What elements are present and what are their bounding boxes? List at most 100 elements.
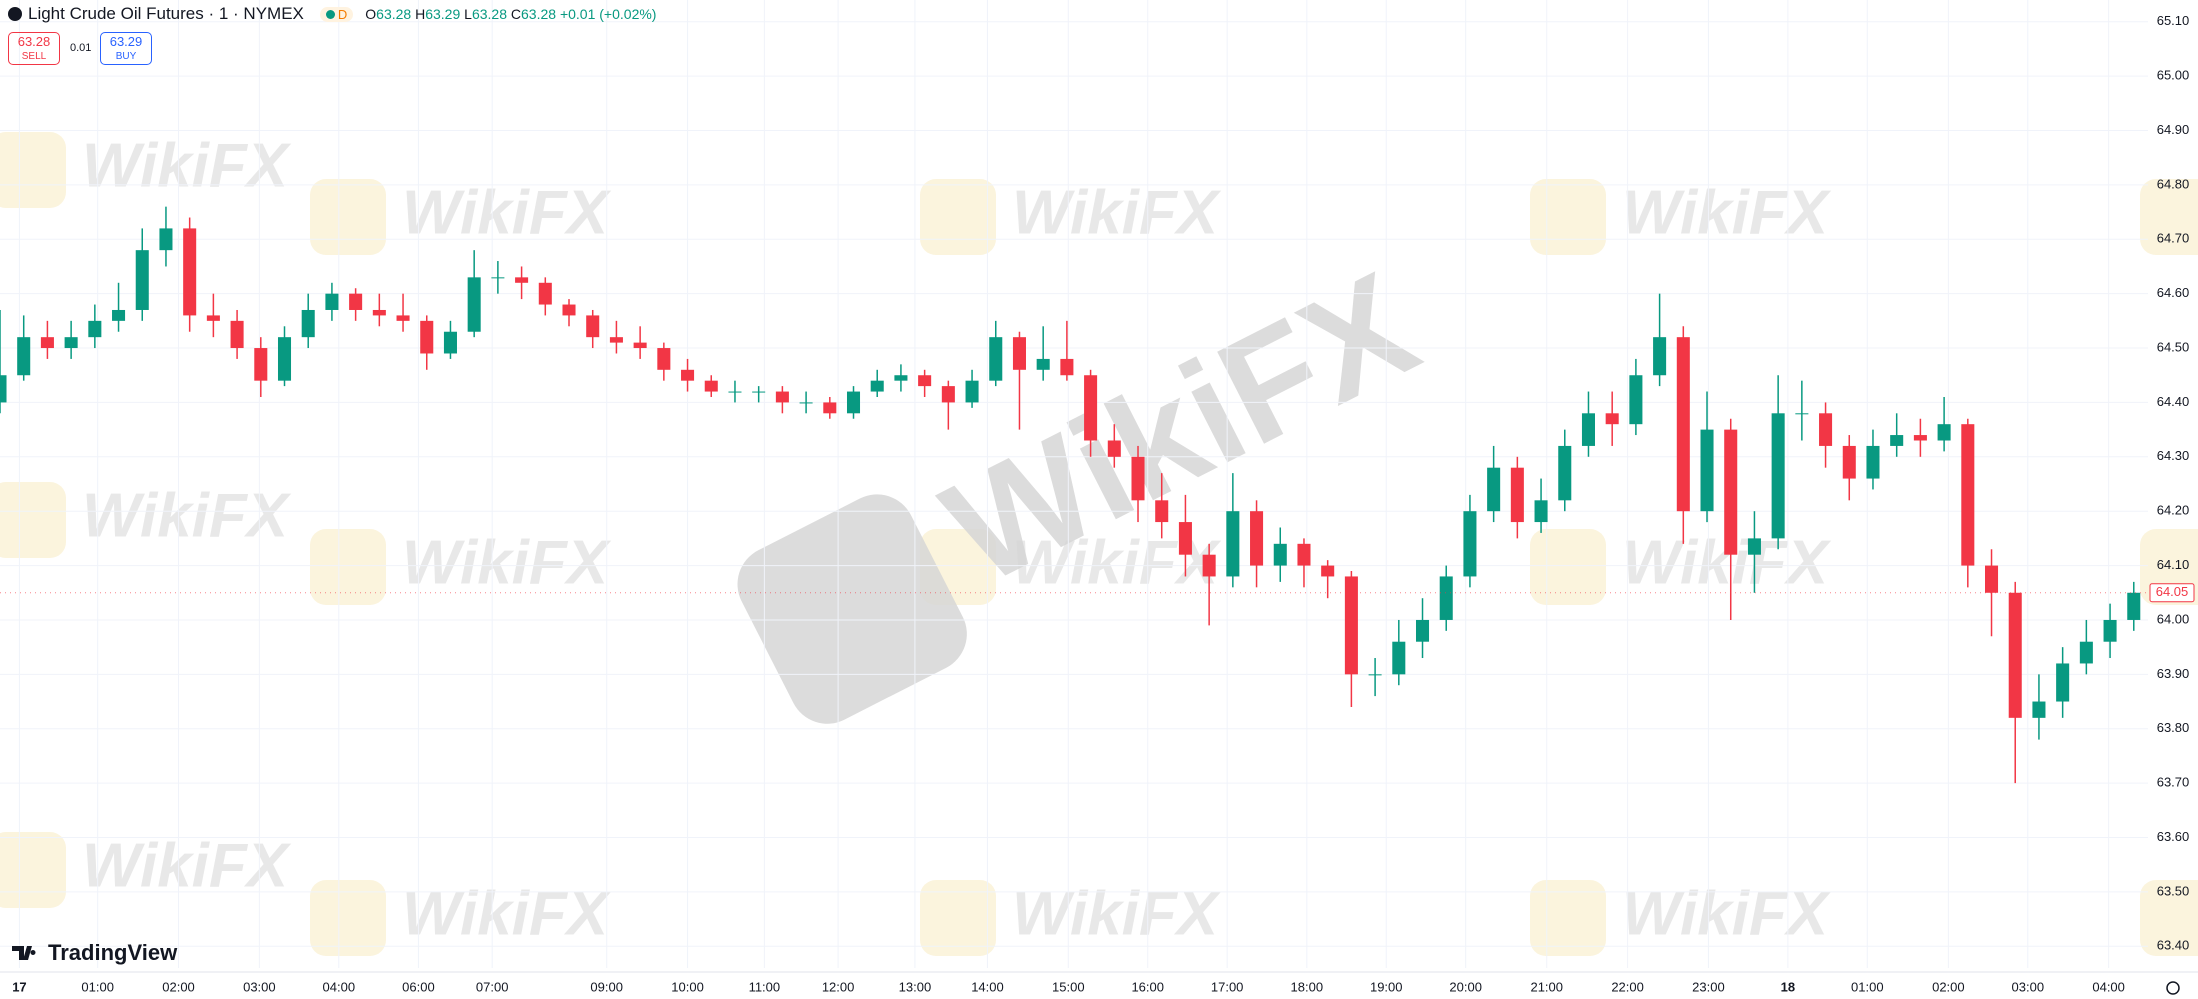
candle-body <box>443 331 457 354</box>
ohlc-value: 63.28 <box>521 6 557 22</box>
candle-body <box>206 315 220 321</box>
status-dot <box>325 9 335 19</box>
x-tick-label: 04:00 <box>2092 979 2125 994</box>
candle-body <box>420 320 434 354</box>
x-tick-label: 21:00 <box>1530 979 1563 994</box>
y-tick-label: 63.60 <box>2157 829 2190 844</box>
y-tick-label: 63.70 <box>2157 775 2190 790</box>
y-tick-label: 63.50 <box>2157 883 2190 898</box>
y-tick-label: 64.10 <box>2157 557 2190 572</box>
watermark-text: WikiFX <box>402 178 612 247</box>
y-tick-label: 64.60 <box>2157 285 2190 300</box>
watermark-text: WikiFX <box>1622 178 1832 247</box>
watermark-logo <box>2140 179 2198 255</box>
candle-body <box>1747 538 1761 555</box>
watermark-text: WikiFX <box>1012 879 1222 948</box>
brand-logo[interactable]: TradingView <box>12 940 177 966</box>
candle-body <box>1084 375 1098 441</box>
candle-body <box>2056 663 2070 702</box>
watermark-text: WikiFX <box>1012 178 1222 247</box>
candle-body <box>799 402 813 404</box>
watermark-logo <box>310 529 386 605</box>
candle-body <box>704 380 718 392</box>
candle-body <box>254 348 268 381</box>
x-tick-label: 03:00 <box>243 979 276 994</box>
y-tick-label: 64.80 <box>2157 176 2190 191</box>
sell-label: SELL <box>21 51 47 62</box>
ohlc-label: L <box>464 6 472 22</box>
header: Light Crude Oil Futures · 1 · NYMEX D O6… <box>8 4 656 24</box>
ohlc-value: 63.28 <box>376 6 412 22</box>
candle-body <box>1795 413 1809 415</box>
candle-body <box>965 380 979 403</box>
x-tick-label: 22:00 <box>1611 979 1644 994</box>
buy-button[interactable]: 63.29 BUY <box>100 32 152 65</box>
y-tick-label: 64.00 <box>2157 611 2190 626</box>
badge[interactable]: D <box>319 6 354 22</box>
candle-body <box>870 380 884 392</box>
candle-body <box>349 293 363 310</box>
candle-body <box>1178 522 1192 555</box>
watermarks: WikiFX WikiFX WikiFX WikiFX WikiFX WikiFX Wiki… <box>0 131 2198 956</box>
candle-body <box>1937 424 1951 441</box>
candle-body <box>467 277 481 332</box>
watermark-logo <box>1530 529 1606 605</box>
ohlc-value: 63.28 <box>471 6 507 22</box>
axes: 63.40 63.50 63.60 63.70 63.80 63.90 64.00 64.10… <box>0 13 2198 995</box>
candle-body <box>1629 375 1643 425</box>
candle-body <box>1439 576 1453 620</box>
candle-body <box>752 391 766 393</box>
candle-body <box>2127 592 2141 620</box>
y-tick-label: 63.40 <box>2157 938 2190 953</box>
watermark-logo <box>2140 880 2198 956</box>
y-tick-label: 64.90 <box>2157 122 2190 137</box>
candle-body <box>2103 619 2117 642</box>
x-tick-label: 09:00 <box>590 979 623 994</box>
candle-body <box>64 337 78 349</box>
candle-body <box>1890 435 1904 446</box>
candle-body <box>1724 429 1738 555</box>
y-tick-label: 64.30 <box>2157 448 2190 463</box>
candle-body <box>112 309 126 321</box>
candle-body <box>1036 358 1050 370</box>
candle-body <box>1155 500 1169 523</box>
candle-body <box>1415 619 1430 642</box>
candle-body <box>1107 440 1121 457</box>
y-tick-label: 63.80 <box>2157 720 2190 735</box>
candle-body <box>989 337 1003 381</box>
candle-body <box>1913 435 1927 441</box>
watermark-text: WikiFX <box>1622 879 1832 948</box>
candle-body <box>1131 456 1145 501</box>
watermark-text: WikiFX <box>402 879 612 948</box>
sell-button[interactable]: 63.28 SELL <box>8 32 60 65</box>
candle-body <box>1653 337 1667 376</box>
candle-body <box>88 320 102 338</box>
watermark-logo <box>310 179 386 255</box>
candle-body <box>1297 543 1311 566</box>
watermark-text: WikiFX <box>82 481 292 550</box>
last-price-label: 64.05 <box>2156 584 2189 599</box>
change: +0.01 (+0.02%) <box>559 6 657 22</box>
x-tick-label: 01:00 <box>81 979 114 994</box>
candle-body <box>823 402 837 414</box>
y-tick-label: 64.20 <box>2157 503 2190 518</box>
watermark-logo <box>310 880 386 956</box>
symbol-title: Light Crude Oil Futures · 1 · NYMEX <box>28 4 304 23</box>
ohlc: O63.28 H63.29 L63.28 C63.28 +0.01 (+0.02… <box>365 6 656 22</box>
candle-body <box>1392 641 1406 675</box>
watermark-text: WikiFX <box>402 528 612 597</box>
candle-body <box>1605 413 1619 425</box>
candle-body <box>40 337 54 349</box>
candles <box>0 206 2141 784</box>
badge-text: D <box>337 6 348 22</box>
candle-body <box>633 342 647 349</box>
candle-body <box>1463 511 1477 577</box>
watermark-logo <box>1530 880 1606 956</box>
x-tick-label: 15:00 <box>1052 979 1085 994</box>
x-tick-label: 14:00 <box>971 979 1004 994</box>
x-tick-label: 04:00 <box>323 979 356 994</box>
y-tick-label: 65.00 <box>2157 68 2190 83</box>
candle-body <box>230 320 244 349</box>
x-tick-label: 13:00 <box>899 979 932 994</box>
